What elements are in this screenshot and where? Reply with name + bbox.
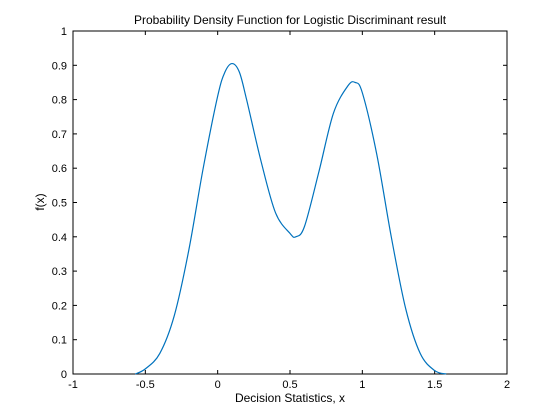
- y-tick-label: 0.9: [52, 60, 67, 72]
- series-layer: [134, 62, 447, 375]
- y-tick-label: 0: [61, 369, 67, 381]
- y-tick-label: 0.8: [52, 95, 67, 107]
- y-tick-label: 0.4: [52, 232, 67, 244]
- series-line: [134, 62, 447, 375]
- x-axis-label: Decision Statistics, x: [235, 391, 345, 405]
- y-axis-ticks: 0 0.1 0.2 0.3 0.4 0.5 0.6 0.7 0.8 0.9 1: [52, 26, 507, 381]
- x-tick-label: 0.5: [282, 379, 297, 391]
- y-tick-label: 0.7: [52, 129, 67, 141]
- x-tick-label: 0: [215, 379, 221, 391]
- x-axis-ticks: -1 -0.5 0 0.5 1 1.5 2: [68, 31, 510, 391]
- x-tick-label: 1: [359, 379, 365, 391]
- chart-title: Probability Density Function for Logisti…: [134, 13, 447, 27]
- y-tick-label: 0.2: [52, 300, 67, 312]
- x-tick-label: -1: [68, 379, 78, 391]
- y-tick-label: 0.5: [52, 198, 67, 210]
- y-tick-label: 0.3: [52, 266, 67, 278]
- y-tick-label: 1: [61, 26, 67, 38]
- x-tick-label: 2: [504, 379, 510, 391]
- y-tick-label: 0.1: [52, 335, 67, 347]
- x-tick-label: 1.5: [427, 379, 442, 391]
- plot-area-box: [72, 30, 508, 375]
- y-tick-label: 0.6: [52, 163, 67, 175]
- y-axis-label: f(x): [33, 193, 47, 210]
- x-tick-label: -0.5: [136, 379, 155, 391]
